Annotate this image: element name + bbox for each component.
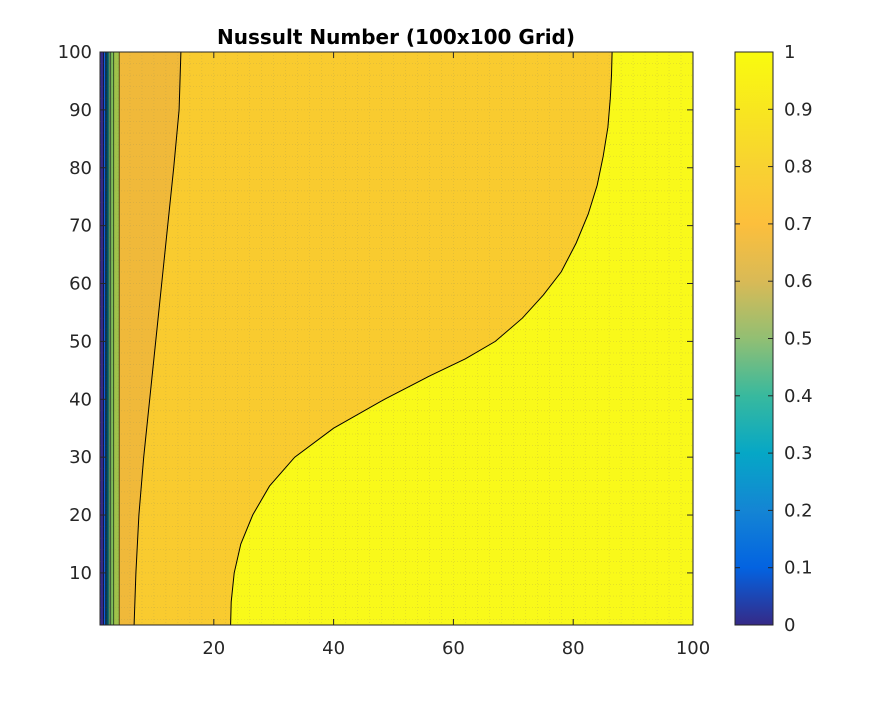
- y-tick-label: 100: [58, 42, 92, 63]
- contour-line-1: [230, 52, 613, 625]
- colorbar-tick-label: 0.7: [784, 214, 813, 235]
- contour-fills: [100, 52, 693, 625]
- y-tick-label: 20: [69, 505, 92, 526]
- y-tick-label: 40: [69, 389, 92, 410]
- colorbar-tick-label: 0.6: [784, 271, 813, 292]
- contour-band-0.5-0.6: [108, 52, 111, 625]
- y-tick-label: 50: [69, 331, 92, 352]
- y-tick-label: 10: [69, 563, 92, 584]
- x-tick-label: 100: [676, 638, 710, 659]
- plot-area: [100, 52, 693, 625]
- contour-lines: [103, 52, 613, 625]
- x-axis: 20 40 60 80 100: [202, 52, 710, 659]
- y-tick-label: 80: [69, 158, 92, 179]
- colorbar-tick-label: 0.4: [784, 386, 813, 407]
- colorbar-tick-label: 0: [784, 615, 795, 636]
- y-tick-label: 90: [69, 100, 92, 121]
- grid-lines: [100, 52, 693, 625]
- contour-band-0.4-0.5: [107, 52, 109, 625]
- x-tick-label: 20: [202, 638, 225, 659]
- colorbar-tick-label: 0.8: [784, 157, 813, 178]
- y-tick-label: 60: [69, 274, 92, 295]
- colorbar: 0 0.1 0.2 0.3 0.4 0.5 0.6 0.7 0.8 0.9 1: [734, 42, 813, 636]
- x-tick-label: 60: [442, 638, 465, 659]
- plot-frame: [99, 51, 694, 626]
- colorbar-tick-label: 1: [784, 42, 795, 63]
- contour-band-0.2-0.3: [105, 52, 107, 625]
- colorbar-tick-label: 0.1: [784, 558, 813, 579]
- colorbar-gradient: [734, 51, 774, 626]
- y-axis: 10 20 30 40 50 60 70 80 90 100: [58, 42, 693, 584]
- contour-band-0.6-0.7: [110, 52, 114, 625]
- x-tick-label: 40: [322, 638, 345, 659]
- y-tick-label: 30: [69, 447, 92, 468]
- contour-band-0.7-0.8: [113, 52, 120, 625]
- contour-band-1.0-plus: [230, 52, 693, 625]
- contour-line-0.9: [133, 52, 182, 625]
- contour-band-0.8-0.9: [119, 52, 181, 625]
- colorbar-tick-label: 0.2: [784, 500, 813, 521]
- x-tick-label: 80: [562, 638, 585, 659]
- colorbar-tick-label: 0.3: [784, 443, 813, 464]
- chart-title: Nussult Number (100x100 Grid): [217, 25, 575, 49]
- contour-band-0.3-0.4: [106, 52, 108, 625]
- contour-band-0.1-0.2: [103, 52, 106, 625]
- colorbar-tick-label: 0.5: [784, 329, 813, 350]
- colorbar-tick-label: 0.9: [784, 99, 813, 120]
- contour-band-0.0-0.1: [100, 52, 104, 625]
- colorbar-ticks: 0 0.1 0.2 0.3 0.4 0.5 0.6 0.7 0.8 0.9 1: [735, 42, 813, 636]
- y-tick-label: 70: [69, 216, 92, 237]
